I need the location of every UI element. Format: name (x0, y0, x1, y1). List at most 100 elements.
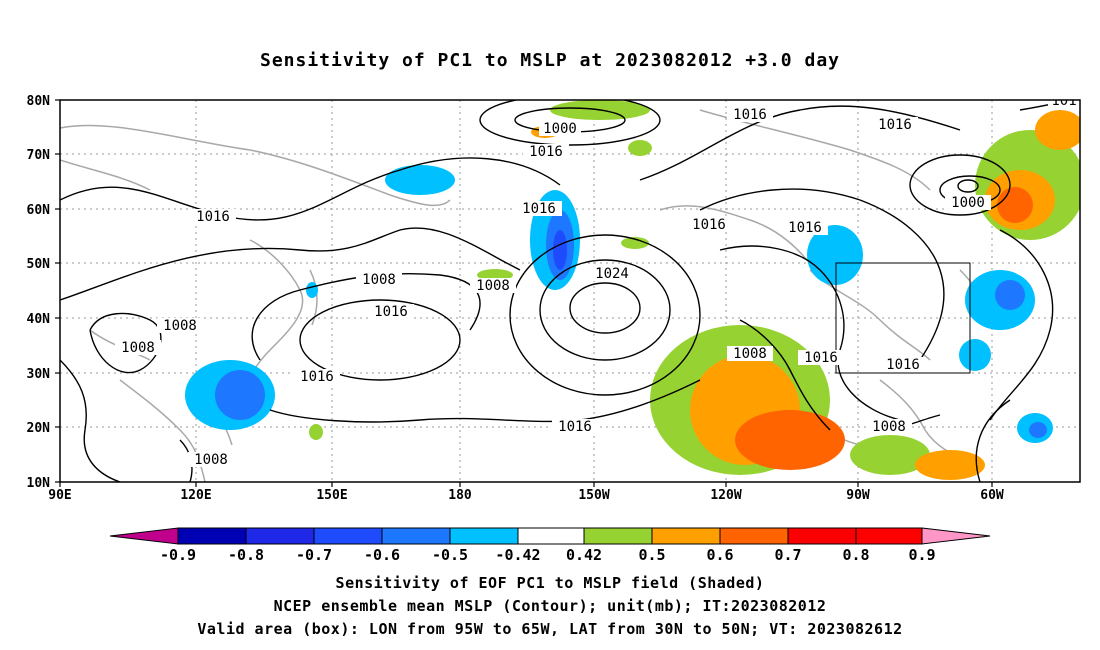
contour-label: 1016 (368, 304, 414, 320)
axis-ticks (55, 99, 993, 487)
colorbar-tick-label: 0.42 (566, 546, 602, 564)
valid-area-box (835, 262, 971, 374)
contour-label: 1008 (727, 346, 773, 362)
svg-text:1016: 1016 (804, 350, 838, 366)
svg-text:1016: 1016 (886, 357, 920, 373)
colorbar-segment (381, 527, 451, 545)
lat-label: 30N (27, 367, 51, 382)
contour-label: 1008 (470, 278, 516, 294)
lon-label: 90W (846, 488, 870, 503)
svg-text:1016: 1016 (300, 369, 334, 385)
colorbar-segment (245, 527, 315, 545)
colorbar-tick-label: 0.7 (774, 546, 801, 564)
svg-text:1016: 1016 (788, 220, 822, 236)
colorbar-segment (517, 527, 585, 545)
contour-label: 1016 (190, 209, 236, 225)
svg-text:1008: 1008 (163, 318, 197, 334)
svg-text:1008: 1008 (121, 340, 155, 356)
colorbar-segment (719, 527, 789, 545)
colorbar-segment (177, 527, 247, 545)
contour-label: 1016 (552, 419, 598, 435)
lat-label: 80N (27, 94, 51, 109)
svg-text:1008: 1008 (733, 346, 767, 362)
colorbar (109, 527, 991, 545)
svg-text:1016: 1016 (522, 201, 556, 217)
svg-text:1016: 1016 (374, 304, 408, 320)
lat-label: 50N (27, 257, 51, 272)
colorbar-high-triangle (921, 527, 991, 545)
lon-label: 150W (578, 488, 609, 503)
contour-label: 1016 (798, 350, 844, 366)
colorbar-tick-label: -0.9 (160, 546, 196, 564)
svg-text:1016: 1016 (733, 107, 767, 123)
svg-text:1016: 1016 (878, 117, 912, 133)
svg-text:1016: 1016 (196, 209, 230, 225)
svg-text:101: 101 (1051, 93, 1076, 109)
lat-label: 60N (27, 203, 51, 218)
colorbar-tick-label: -0.42 (495, 546, 540, 564)
lat-label: 10N (27, 476, 51, 491)
lon-label: 150E (316, 488, 347, 503)
contour-label: 1016 (782, 220, 828, 236)
colorbar-segment (787, 527, 857, 545)
contour-label: 1016 (686, 217, 732, 233)
colorbar-segment (855, 527, 923, 545)
mslp-contours (60, 100, 1074, 482)
footer-line-2: NCEP ensemble mean MSLP (Contour); unit(… (273, 597, 827, 615)
contour-label: 1016 (872, 117, 918, 133)
footer-line-1: Sensitivity of EOF PC1 to MSLP field (Sh… (335, 574, 765, 592)
lon-label: 60W (980, 488, 1004, 503)
contour-label: 1016 (516, 201, 562, 217)
colorbar-tick-label: 0.9 (908, 546, 935, 564)
svg-text:1016: 1016 (692, 217, 726, 233)
contour-label: 101 (1048, 93, 1080, 109)
lon-label: 120E (180, 488, 211, 503)
svg-text:1008: 1008 (476, 278, 510, 294)
contour-labels: 1000 1016 1016 1016 1016 1008 1016 1024 … (115, 93, 1080, 468)
lat-label: 20N (27, 421, 51, 436)
lon-label: 180 (448, 488, 472, 503)
svg-text:1016: 1016 (558, 419, 592, 435)
map-title: Sensitivity of PC1 to MSLP at 2023082012… (259, 50, 840, 71)
contour-label: 1008 (866, 419, 912, 435)
contour-label: 1000 (945, 195, 991, 211)
svg-text:1024: 1024 (595, 266, 629, 282)
colorbar-low-triangle (109, 527, 179, 545)
colorbar-segment (583, 527, 653, 545)
lon-label: 90E (48, 488, 71, 503)
svg-text:1008: 1008 (872, 419, 906, 435)
contour-label: 1016 (880, 357, 926, 373)
svg-text:1008: 1008 (362, 272, 396, 288)
contour-label: 1016 (294, 369, 340, 385)
map-frame (59, 99, 1081, 483)
latitude-labels: 80N 70N 60N 50N 40N 30N 20N 10N (27, 94, 51, 491)
svg-text:1008: 1008 (194, 452, 228, 468)
svg-text:1000: 1000 (543, 121, 577, 137)
contour-label: 1008 (115, 340, 161, 356)
lat-label: 70N (27, 148, 51, 163)
contour-label: 1008 (356, 272, 402, 288)
longitude-labels: 90E 120E 150E 180 150W 120W 90W 60W (48, 488, 1004, 503)
lon-label: 120W (710, 488, 741, 503)
contour-label: 1016 (727, 107, 773, 123)
colorbar-labels: -0.9 -0.8 -0.7 -0.6 -0.5 -0.42 0.42 0.5 … (160, 546, 936, 564)
contour-label: 1008 (188, 452, 234, 468)
lat-label: 40N (27, 312, 51, 327)
svg-text:1016: 1016 (529, 144, 563, 160)
contour-label: 1024 (589, 266, 635, 282)
colorbar-segment (449, 527, 519, 545)
contour-label: 1008 (157, 318, 203, 334)
colorbar-tick-label: 0.5 (638, 546, 665, 564)
colorbar-tick-label: -0.5 (432, 546, 468, 564)
colorbar-tick-label: -0.7 (296, 546, 332, 564)
colorbar-tick-label: -0.8 (228, 546, 264, 564)
colorbar-segment (651, 527, 721, 545)
contour-label: 1016 (523, 144, 569, 160)
svg-text:1000: 1000 (951, 195, 985, 211)
contour-label: 1000 (539, 121, 581, 137)
colorbar-segment (313, 527, 383, 545)
colorbar-tick-label: 0.6 (706, 546, 733, 564)
colorbar-tick-label: 0.8 (842, 546, 869, 564)
colorbar-tick-label: -0.6 (364, 546, 400, 564)
